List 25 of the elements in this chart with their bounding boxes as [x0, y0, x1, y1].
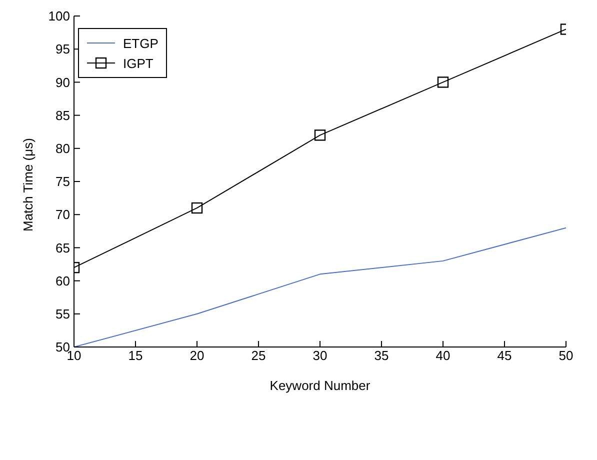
y-axis-title: Match Time (μs)	[20, 138, 36, 232]
point	[437, 76, 449, 88]
y-tick-label: 65	[56, 240, 70, 256]
y-tick-label: 75	[56, 174, 70, 190]
y-tick-label: 95	[56, 42, 70, 57]
y-tick-label: 60	[56, 273, 70, 288]
x-axis-title: Keyword Number	[270, 378, 371, 393]
legend-label: IGPT	[123, 56, 154, 70]
y-tick-label: 100	[48, 8, 70, 24]
x-tick-label: 35	[374, 348, 389, 364]
y-tick-label: 55	[56, 306, 70, 322]
x-tick-label: 50	[558, 348, 574, 364]
x-tick-label: 45	[497, 348, 512, 364]
y-tick-label: 70	[56, 207, 70, 222]
point	[191, 202, 203, 214]
legend-label: ETGP	[123, 36, 158, 50]
x-tick-label: 40	[436, 348, 450, 364]
x-tick-label: 30	[312, 348, 328, 364]
y-tick-label: 80	[56, 141, 70, 156]
y-tick-label: 85	[56, 108, 70, 123]
x-tick-label: 20	[190, 348, 204, 364]
x-tick-label: 15	[128, 348, 143, 364]
y-tick-label: 90	[56, 74, 70, 90]
point	[314, 130, 326, 141]
x-tick-label: 25	[251, 348, 266, 364]
